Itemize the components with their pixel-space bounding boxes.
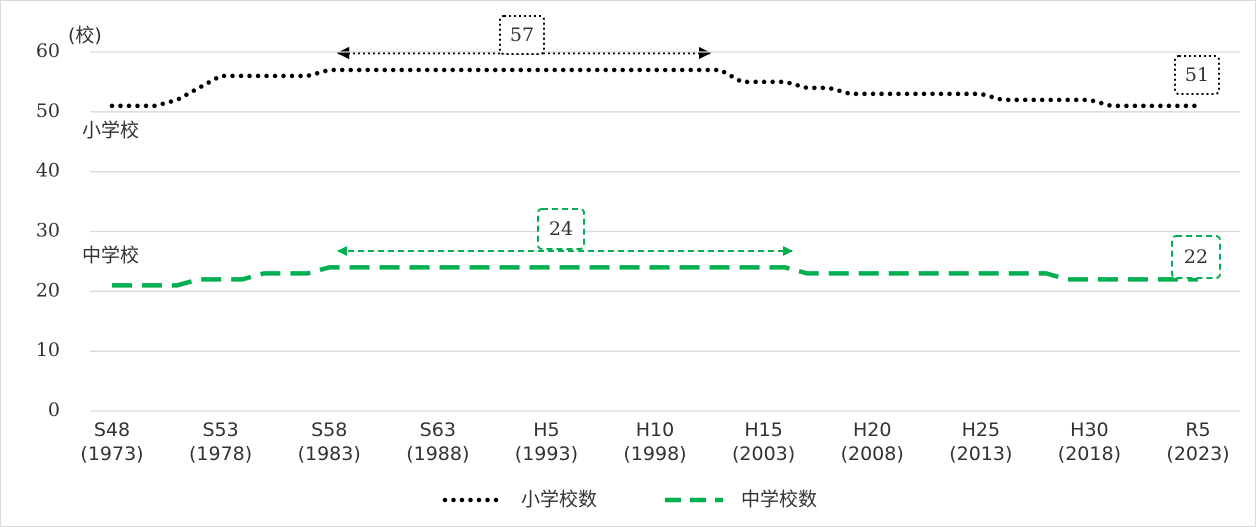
legend-label: 中学校数 (741, 489, 817, 511)
x-tick-label: S63 (1988) (406, 419, 470, 465)
x-tick-label: S48 (1973) (80, 419, 144, 465)
y-unit: (校) (68, 25, 102, 47)
annotation: 51 (1185, 64, 1209, 86)
y-tick-label: 60 (36, 40, 60, 62)
y-tick-label: 30 (36, 220, 60, 242)
annotation: 22 (1184, 246, 1208, 268)
series-label: 小学校 (82, 120, 139, 142)
x-tick-label: S53 (1978) (189, 419, 253, 465)
x-tick-label: H15 (2003) (732, 419, 796, 465)
data-line (109, 67, 1201, 109)
y-tick-label: 50 (36, 100, 60, 122)
series-label: 中学校 (82, 245, 139, 267)
y-tick-label: 10 (36, 339, 60, 361)
x-tick-label: R5 (2023) (1166, 419, 1230, 465)
x-tick-label: H10 (1998) (623, 419, 687, 465)
annotation-box (1174, 55, 1220, 95)
annotation-box (537, 208, 585, 250)
annotation-box (1171, 235, 1221, 279)
annotation: 24 (549, 218, 573, 240)
x-tick-label: H20 (2008) (840, 419, 904, 465)
y-tick-label: 0 (48, 399, 60, 421)
x-tick-label: H5 (1993) (514, 419, 578, 465)
annotation: 57 (510, 24, 534, 46)
y-tick-label: 40 (36, 160, 60, 182)
x-tick-label: S58 (1983) (297, 419, 361, 465)
x-tick-label: H30 (2018) (1057, 419, 1121, 465)
legend-label: 小学校数 (521, 489, 597, 511)
y-tick-label: 20 (36, 279, 60, 301)
x-tick-label: H25 (2013) (949, 419, 1013, 465)
data-line (112, 265, 1198, 288)
annotation-box (499, 15, 545, 55)
